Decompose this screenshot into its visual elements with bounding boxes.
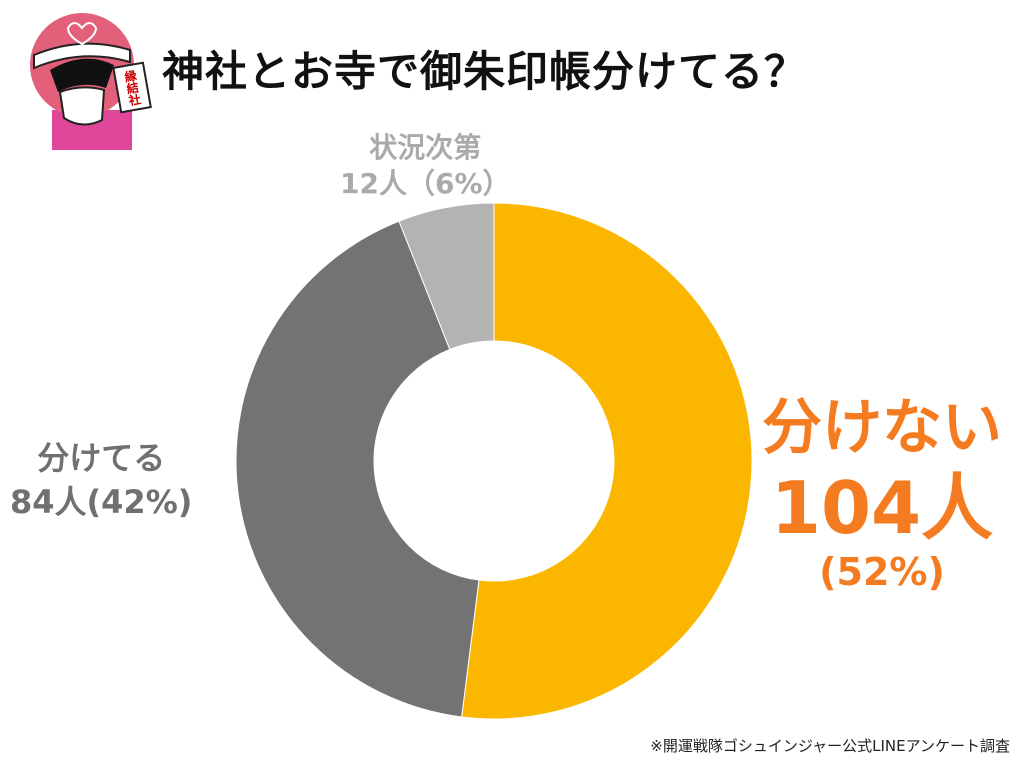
- label-situational: 状況次第 12人（6%）: [340, 130, 511, 202]
- mascot-card-text: 縁結社: [122, 68, 142, 107]
- label-situational-count: 12人（6%）: [340, 167, 511, 200]
- label-not-separate-percent: (52%): [819, 550, 945, 594]
- donut-slice-1: [235, 220, 480, 718]
- label-not-separate: 分けない 104人 (52%): [752, 390, 1012, 594]
- label-separate-name: 分けてる: [37, 439, 166, 477]
- chart-title: 神社とお寺で御朱印帳分けてる？: [162, 47, 808, 96]
- donut-slice-2: [398, 202, 495, 351]
- donut-slice-0: [461, 202, 753, 720]
- label-not-separate-name: 分けない: [762, 393, 1002, 463]
- label-situational-name: 状況次第: [369, 131, 482, 164]
- label-separate-count: 84人(42%): [10, 483, 193, 521]
- mascot-icon: 縁結社: [30, 13, 152, 150]
- label-not-separate-count: 104人: [770, 466, 994, 550]
- source-note: ※開運戦隊ゴシュインジャー公式LINEアンケート調査: [650, 737, 1010, 755]
- label-separate: 分けてる 84人(42%): [10, 436, 192, 524]
